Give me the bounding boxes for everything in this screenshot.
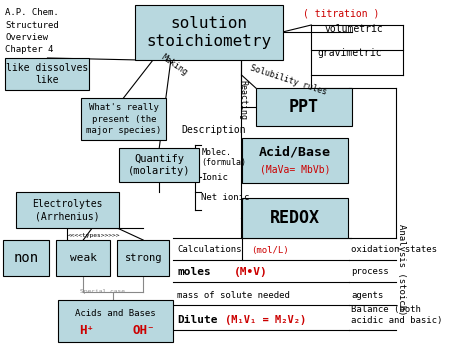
FancyBboxPatch shape	[119, 148, 199, 182]
Text: REDOX: REDOX	[270, 209, 320, 227]
Text: solution
stoichiometry: solution stoichiometry	[146, 16, 271, 49]
Text: Quantify
(molarity): Quantify (molarity)	[128, 154, 190, 176]
Text: What's really
present (the
major species): What's really present (the major species…	[86, 103, 162, 135]
Text: Acid/Base: Acid/Base	[259, 145, 331, 158]
Text: Ionic: Ionic	[201, 174, 228, 182]
Text: gravimetric: gravimetric	[318, 48, 382, 58]
FancyBboxPatch shape	[16, 192, 119, 228]
Text: Analysis (stoich): Analysis (stoich)	[397, 224, 406, 316]
Text: Description: Description	[182, 125, 246, 135]
Text: agents: agents	[351, 291, 384, 300]
Text: Electrolytes
(Arrhenius): Electrolytes (Arrhenius)	[32, 199, 103, 221]
Text: ( titration ): ( titration )	[302, 8, 379, 18]
Text: moles: moles	[177, 267, 211, 277]
Text: non: non	[14, 251, 39, 265]
Text: mass of solute needed: mass of solute needed	[177, 291, 290, 300]
Text: <<<<types>>>>>: <<<<types>>>>>	[68, 234, 120, 238]
FancyBboxPatch shape	[135, 5, 283, 60]
Text: Acids and Bases: Acids and Bases	[75, 309, 156, 318]
FancyBboxPatch shape	[3, 240, 49, 276]
Text: Balance (both
acidic and basic): Balance (both acidic and basic)	[351, 305, 443, 325]
FancyBboxPatch shape	[58, 300, 173, 342]
Text: A.P. Chem.
Structured
Overview
Chapter 4: A.P. Chem. Structured Overview Chapter 4	[5, 8, 59, 55]
Text: Dilute: Dilute	[177, 315, 218, 325]
Text: like dissolves
like: like dissolves like	[6, 63, 88, 85]
Text: Reacting: Reacting	[238, 80, 247, 120]
Text: OH⁻: OH⁻	[133, 324, 155, 337]
Text: (mol/L): (mol/L)	[252, 245, 289, 254]
FancyBboxPatch shape	[243, 138, 348, 183]
FancyBboxPatch shape	[81, 98, 166, 140]
Text: volumetric: volumetric	[324, 24, 383, 34]
Text: Calculations: Calculations	[177, 245, 242, 254]
Text: (M•V): (M•V)	[234, 267, 267, 277]
Text: PPT: PPT	[289, 98, 319, 116]
Text: Net ionic: Net ionic	[201, 193, 250, 203]
Text: strong: strong	[124, 253, 162, 263]
Text: Making: Making	[159, 53, 189, 77]
FancyBboxPatch shape	[4, 58, 90, 90]
Text: H⁺: H⁺	[79, 324, 94, 337]
FancyBboxPatch shape	[117, 240, 169, 276]
Text: process: process	[351, 268, 389, 277]
Text: weak: weak	[70, 253, 97, 263]
Text: Special case: Special case	[81, 290, 126, 294]
Text: Solubility rules: Solubility rules	[249, 63, 328, 97]
Text: oxidation states: oxidation states	[351, 245, 437, 254]
Text: (M₁V₁ = M₂V₂): (M₁V₁ = M₂V₂)	[225, 315, 306, 325]
FancyBboxPatch shape	[56, 240, 110, 276]
FancyBboxPatch shape	[243, 198, 348, 238]
Text: Molec.
(formula): Molec. (formula)	[201, 148, 246, 167]
Text: (MaVa= MbVb): (MaVa= MbVb)	[260, 164, 330, 174]
FancyBboxPatch shape	[256, 88, 352, 126]
